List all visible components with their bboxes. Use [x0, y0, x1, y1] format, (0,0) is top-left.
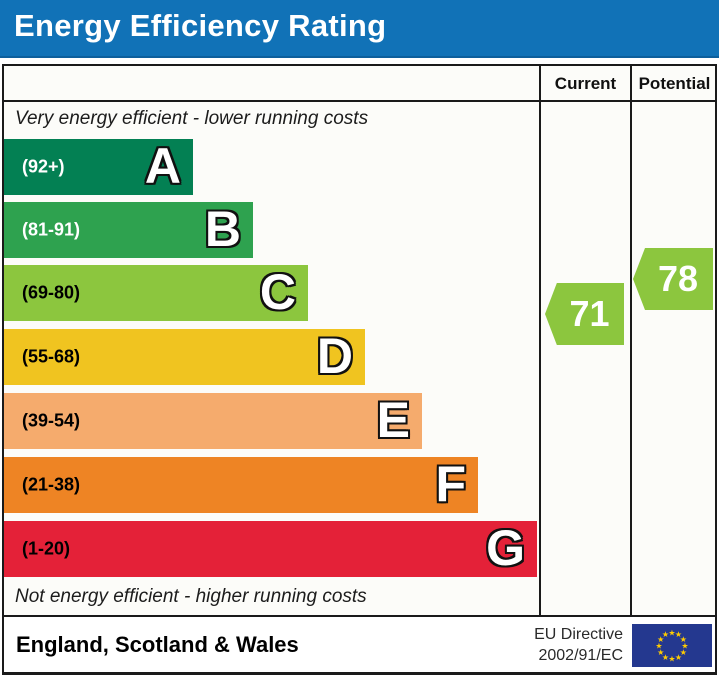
svg-text:★: ★: [655, 642, 662, 651]
band-letter: F: [435, 456, 466, 512]
svg-text:★: ★: [675, 653, 682, 662]
header-row-divider: [2, 100, 717, 102]
band-range-label: (92+): [22, 156, 65, 177]
band-range-label: (39-54): [22, 410, 81, 431]
band-row-a: (92+) A: [4, 139, 193, 195]
band-letter: B: [204, 201, 241, 257]
current-column-divider: [539, 64, 541, 617]
band-letter: D: [316, 328, 353, 384]
potential-rating-value: 78: [657, 258, 699, 299]
band-row-c: (69-80) C: [4, 265, 308, 321]
eu-directive-label: EU Directive 2002/91/EC: [534, 624, 623, 666]
svg-text:★: ★: [680, 648, 687, 657]
potential-column-divider: [630, 64, 632, 617]
band-row-e: (39-54) E: [4, 393, 422, 449]
eu-flag-icon: ★ ★ ★ ★ ★ ★ ★ ★ ★ ★ ★ ★: [632, 624, 712, 667]
band-letter: C: [259, 264, 296, 320]
eu-directive-line1: EU Directive: [534, 625, 623, 643]
title-bar: Energy Efficiency Rating: [0, 0, 719, 58]
band-range-label: (81-91): [22, 219, 81, 240]
current-rating-arrow: 71: [545, 283, 624, 345]
band-letter: G: [486, 520, 525, 576]
region-label: England, Scotland & Wales: [16, 631, 299, 657]
band-row-d: (55-68) D: [4, 329, 365, 385]
potential-column-header: Potential: [638, 74, 711, 93]
svg-text:★: ★: [668, 629, 675, 638]
band-range-label: (69-80): [22, 282, 81, 303]
band-range-label: (21-38): [22, 474, 81, 495]
current-rating-value: 71: [569, 293, 610, 334]
band-range-label: (55-68): [22, 346, 81, 367]
band-letter: E: [376, 392, 410, 448]
band-row-g: (1-20) G: [4, 521, 537, 577]
band-row-f: (21-38) F: [4, 457, 478, 513]
svg-text:★: ★: [657, 648, 664, 657]
svg-text:★: ★: [657, 635, 664, 644]
eu-directive-line2: 2002/91/EC: [538, 646, 623, 664]
band-range-label: (1-20): [22, 538, 71, 559]
svg-text:★: ★: [680, 635, 687, 644]
svg-text:★: ★: [662, 630, 669, 639]
footer: England, Scotland & Wales EU Directive 2…: [2, 615, 717, 675]
svg-text:★: ★: [675, 630, 682, 639]
band-row-b: (81-91) B: [4, 202, 253, 258]
potential-rating-arrow: 78: [633, 248, 713, 310]
chart-title: Energy Efficiency Rating: [14, 8, 387, 44]
band-letter: A: [144, 138, 181, 194]
svg-text:★: ★: [662, 653, 669, 662]
bottom-caption: Not energy efficient - higher running co…: [15, 586, 367, 607]
svg-text:★: ★: [681, 642, 688, 651]
top-caption: Very energy efficient - lower running co…: [15, 108, 369, 129]
current-column-header: Current: [554, 74, 617, 93]
svg-text:★: ★: [668, 655, 675, 664]
